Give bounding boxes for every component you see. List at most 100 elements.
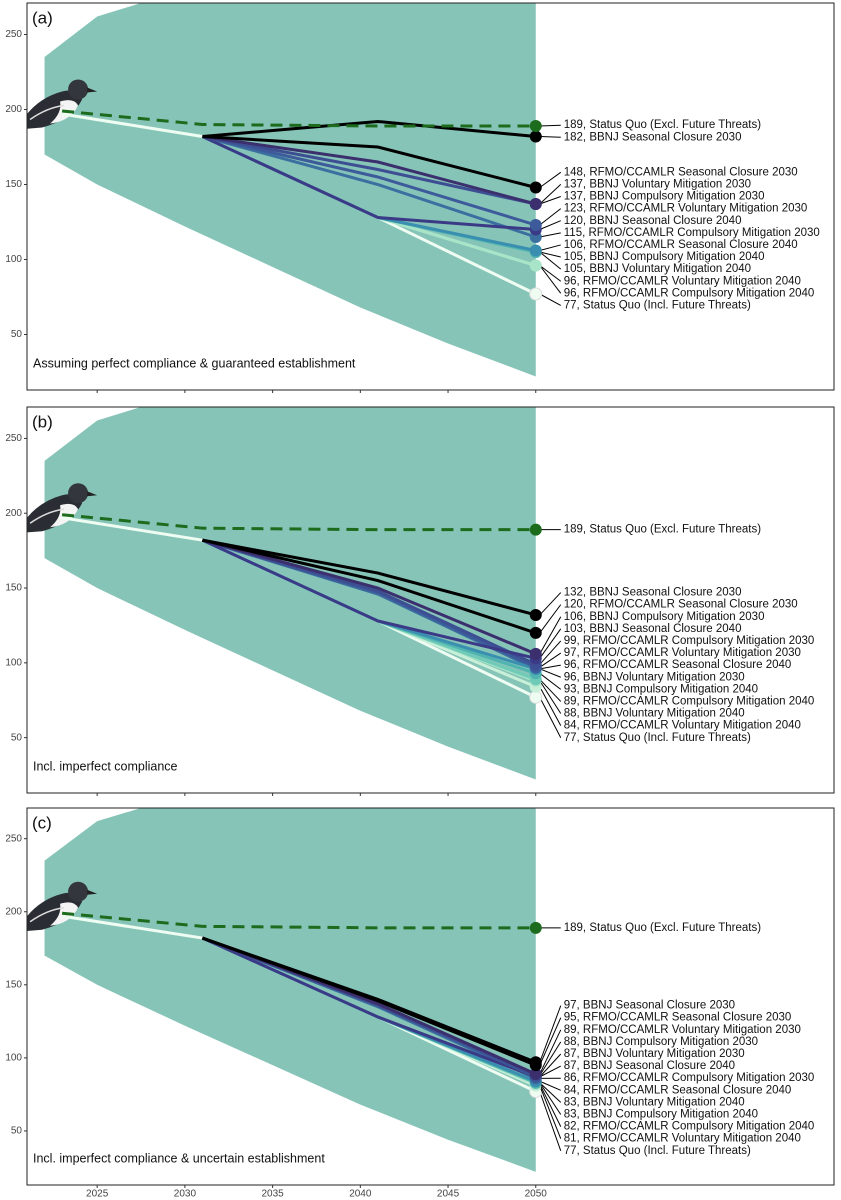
bird-wing-stripe	[29, 104, 65, 121]
label-leader	[539, 1082, 562, 1115]
series-line	[201, 135, 536, 231]
panel-annotation: Incl. imperfect compliance	[33, 759, 178, 773]
label-leader	[539, 244, 561, 251]
label-leader	[539, 640, 562, 665]
panel-label: (b)	[32, 412, 53, 431]
uncertainty-ribbon	[44, 3, 536, 377]
label-leader	[539, 1091, 562, 1151]
series-label: 89, RFMO/CCAMLR Voluntary Mitigation 203…	[564, 1024, 801, 1036]
series-line	[61, 911, 536, 930]
end-point	[529, 198, 542, 210]
series-line	[201, 538, 537, 660]
series-label: 87, BBNJ Voluntary Mitigation 2030	[564, 1048, 745, 1060]
label-leader	[539, 232, 561, 238]
bird-beak	[87, 491, 98, 497]
y-tick-label: 250	[5, 29, 22, 40]
end-point	[529, 244, 542, 257]
series-label: 189, Status Quo (Excl. Future Threats)	[564, 922, 761, 934]
label-leader	[539, 1017, 562, 1066]
series-label: 96, BBNJ Voluntary Mitigation 2030	[564, 671, 745, 683]
panel	[27, 808, 536, 1172]
series-label: 83, BBNJ Voluntary Mitigation 2040	[564, 1096, 745, 1108]
y-tick-label: 100	[5, 1053, 22, 1064]
y-tick-label: 150	[5, 179, 22, 190]
label-leader	[539, 184, 562, 205]
series-label: 82, RFMO/CCAMLR Compulsory Mitigation 20…	[564, 1121, 815, 1133]
series-label: 88, BBNJ Voluntary Mitigation 2040	[564, 708, 745, 720]
label-leader	[539, 293, 561, 306]
series-line	[201, 936, 537, 1079]
series-line	[202, 135, 537, 189]
end-point	[529, 181, 542, 194]
series-line	[61, 109, 536, 128]
bird-head	[68, 881, 89, 902]
x-tick-label: 2050	[525, 1189, 548, 1200]
series-label: 105, BBNJ Compulsory Mitigation 2040	[564, 251, 765, 263]
end-point	[529, 130, 542, 143]
end-point	[529, 287, 543, 301]
label-leader	[539, 1053, 562, 1078]
bird-head	[68, 483, 89, 504]
x-tick-label: 2035	[261, 1189, 284, 1200]
label-leader	[539, 1083, 562, 1127]
y-tick-label: 200	[5, 104, 22, 115]
series-line	[202, 135, 537, 206]
label-leader	[539, 672, 562, 690]
series-label: 83, BBNJ Compulsory Mitigation 2040	[564, 1109, 758, 1121]
end-point	[529, 647, 542, 660]
series-line	[202, 135, 537, 239]
uncertainty-ribbon	[44, 407, 536, 780]
label-leader	[539, 1005, 562, 1063]
y-tick-label: 100	[5, 254, 22, 265]
x-tick-label: 2040	[349, 1189, 372, 1200]
panel	[27, 407, 536, 780]
series-label: 86, RFMO/CCAMLR Compulsory Mitigation 20…	[564, 1072, 815, 1084]
series-label: 132, BBNJ Seasonal Closure 2030	[564, 587, 742, 599]
bird-beak	[87, 87, 98, 93]
series-label: 96, RFMO/CCAMLR Compulsory Mitigation 20…	[564, 287, 815, 299]
series-line	[202, 538, 537, 617]
series-label: 96, RFMO/CCAMLR Seasonal Closure 2040	[564, 659, 792, 671]
label-leader	[539, 668, 561, 678]
y-tick-label: 200	[5, 906, 22, 917]
y-tick-label: 50	[11, 732, 23, 743]
end-point	[529, 921, 542, 934]
label-leader	[539, 265, 562, 294]
series-label: 99, RFMO/CCAMLR Compulsory Mitigation 20…	[564, 635, 815, 647]
y-tick-label: 150	[5, 583, 22, 594]
end-point	[529, 690, 543, 704]
series-label: 81, RFMO/CCAMLR Voluntary Mitigation 204…	[564, 1133, 801, 1145]
label-leader	[539, 628, 562, 659]
panel-label: (a)	[32, 8, 53, 27]
series-line	[202, 538, 537, 635]
series-label: 87, BBNJ Seasonal Closure 2040	[564, 1060, 735, 1072]
label-leader	[539, 1082, 562, 1103]
end-point	[529, 1067, 542, 1080]
bird-body	[27, 494, 83, 533]
series-label: 77, Status Quo (Incl. Future Threats)	[564, 732, 751, 744]
panel-annotation: Assuming perfect compliance & guaranteed…	[33, 356, 356, 370]
panel-frame	[26, 2, 835, 391]
series-label: 77, Status Quo (Incl. Future Threats)	[564, 299, 751, 311]
label-leader	[539, 196, 561, 205]
panel-frame	[26, 807, 835, 1186]
series-label: 120, RFMO/CCAMLR Seasonal Closure 2030	[564, 599, 798, 611]
series-label: 137, BBNJ Voluntary Mitigation 2030	[564, 178, 751, 190]
end-point	[529, 1056, 542, 1069]
label-leader	[539, 680, 562, 714]
series-line	[202, 538, 537, 656]
series-line	[201, 936, 537, 1064]
series-label: 103, BBNJ Seasonal Closure 2040	[564, 623, 742, 635]
y-tick-label: 50	[11, 1126, 23, 1137]
end-point	[529, 608, 542, 621]
label-leader	[539, 251, 562, 270]
series-label: 189, Status Quo (Excl. Future Threats)	[564, 119, 761, 131]
label-leader	[539, 592, 562, 616]
label-leader	[539, 136, 561, 138]
y-tick-label: 250	[5, 833, 22, 844]
series-label: 106, BBNJ Compulsory Mitigation 2030	[564, 611, 765, 623]
y-tick-label: 150	[5, 979, 22, 990]
label-leader	[539, 616, 562, 655]
y-tick-label: 50	[11, 329, 23, 340]
series-label: 120, BBNJ Seasonal Closure 2040	[564, 215, 742, 227]
